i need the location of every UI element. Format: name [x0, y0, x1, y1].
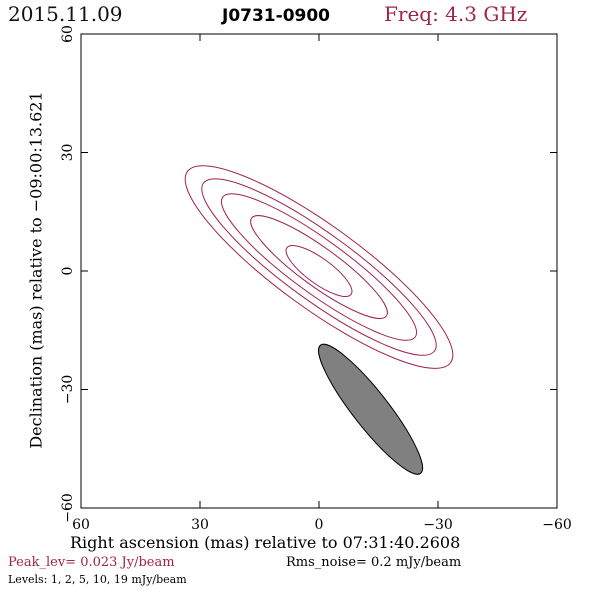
- contour-level-1: [184, 165, 454, 369]
- peak-level: Peak_lev= 0.023 Jy/beam: [8, 555, 175, 570]
- contour-level-5: [220, 193, 418, 341]
- y-tick-label: 30: [60, 144, 76, 162]
- x-tick-label: 60: [72, 517, 90, 533]
- y-tick-label: −30: [60, 375, 76, 405]
- contour-level-2: [201, 178, 437, 356]
- contour-lines: [184, 165, 454, 369]
- x-tick-label: 0: [315, 517, 324, 533]
- y-tick-label: 0: [60, 267, 76, 276]
- beam-shape: [318, 343, 424, 475]
- beam-ellipse: [318, 343, 424, 475]
- y-axis-label: Declination (mas) relative to −09:00:13.…: [26, 91, 46, 449]
- contour-level-10: [250, 215, 388, 319]
- y-tick-label: −60: [60, 493, 76, 523]
- x-axis-label: Right ascension (mas) relative to 07:31:…: [70, 533, 461, 552]
- source-name: J0731-0900: [222, 6, 331, 26]
- observation-date: 2015.11.09: [8, 2, 123, 26]
- tick-marks: [80, 33, 558, 509]
- frequency-label: Freq: 4.3 GHz: [384, 2, 528, 26]
- x-tick-label: −30: [423, 517, 453, 533]
- contour-level-19: [285, 245, 353, 297]
- y-tick-label: 60: [60, 25, 76, 43]
- contour-levels: Levels: 1, 2, 5, 10, 19 mJy/beam: [8, 573, 187, 586]
- x-tick-label: 30: [191, 517, 209, 533]
- x-tick-label: −60: [542, 517, 572, 533]
- rms-noise: Rms_noise= 0.2 mJy/beam: [286, 555, 462, 570]
- plot-frame: [80, 33, 558, 509]
